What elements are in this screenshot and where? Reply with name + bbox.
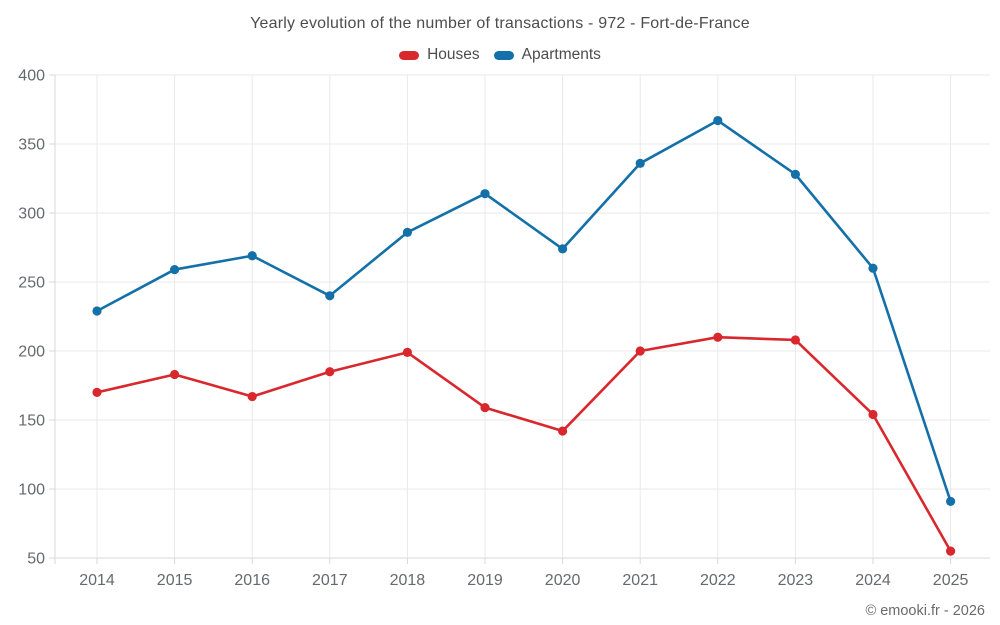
x-tick-label: 2021 (622, 572, 658, 589)
point-houses-2024[interactable] (868, 409, 878, 420)
point-houses-2016[interactable] (247, 391, 257, 402)
legend: Houses Apartments (0, 46, 1000, 64)
x-tick-label: 2020 (545, 572, 581, 589)
x-tick-label: 2018 (390, 572, 426, 589)
x-tick-label: 2017 (312, 572, 348, 589)
point-apartments-2019[interactable] (480, 189, 490, 199)
point-houses-2019[interactable] (480, 402, 490, 413)
point-apartments-2017[interactable] (325, 291, 335, 301)
x-tick-label: 2024 (855, 572, 891, 589)
point-houses-2022[interactable] (713, 332, 723, 342)
point-houses-2025[interactable] (946, 546, 956, 556)
point-apartments-2020[interactable] (558, 244, 568, 254)
x-tick-label: 2019 (467, 572, 503, 589)
point-houses-2018[interactable] (402, 347, 412, 357)
x-tick-label: 2022 (700, 572, 736, 589)
y-tick-label: 50 (27, 551, 45, 568)
y-tick-label: 150 (18, 413, 45, 430)
y-tick-label: 250 (18, 275, 45, 292)
apartments-series-swatch (493, 50, 514, 60)
point-apartments-2021[interactable] (635, 158, 645, 168)
legend-item-apartments[interactable]: Apartments (493, 46, 601, 64)
point-apartments-2018[interactable] (402, 227, 412, 237)
x-tick-label: 2015 (157, 572, 193, 589)
point-houses-2015[interactable] (170, 369, 180, 380)
legend-label-apartments: Apartments (521, 46, 601, 63)
legend-item-houses[interactable]: Houses (399, 46, 480, 64)
point-apartments-2025[interactable] (946, 496, 956, 507)
y-tick-label: 100 (18, 482, 45, 499)
point-apartments-2023[interactable] (790, 169, 801, 179)
point-houses-2017[interactable] (325, 367, 335, 377)
point-apartments-2015[interactable] (170, 264, 180, 275)
x-tick-label: 2016 (234, 572, 270, 589)
copyright: © emooki.fr - 2026 (865, 603, 985, 619)
point-apartments-2022[interactable] (713, 115, 723, 126)
x-tick-label: 2014 (79, 572, 115, 589)
series-line-apartments (95, 119, 952, 503)
point-apartments-2024[interactable] (868, 263, 878, 273)
x-tick-label: 2023 (778, 572, 814, 589)
point-apartments-2016[interactable] (247, 251, 257, 261)
y-tick-label: 350 (18, 137, 45, 154)
houses-series-swatch (399, 50, 420, 60)
point-houses-2023[interactable] (790, 335, 801, 345)
y-tick-label: 300 (18, 206, 45, 223)
y-tick-label: 200 (18, 344, 45, 361)
point-houses-2020[interactable] (558, 426, 568, 436)
point-houses-2021[interactable] (635, 346, 645, 356)
point-houses-2014[interactable] (92, 387, 102, 397)
legend-label-houses: Houses (427, 46, 480, 63)
y-tick-label: 400 (18, 68, 45, 85)
chart-title: Yearly evolution of the number of transa… (250, 15, 750, 32)
point-apartments-2014[interactable] (92, 306, 102, 316)
x-tick-label: 2025 (933, 572, 969, 589)
series-line-houses (95, 335, 952, 553)
